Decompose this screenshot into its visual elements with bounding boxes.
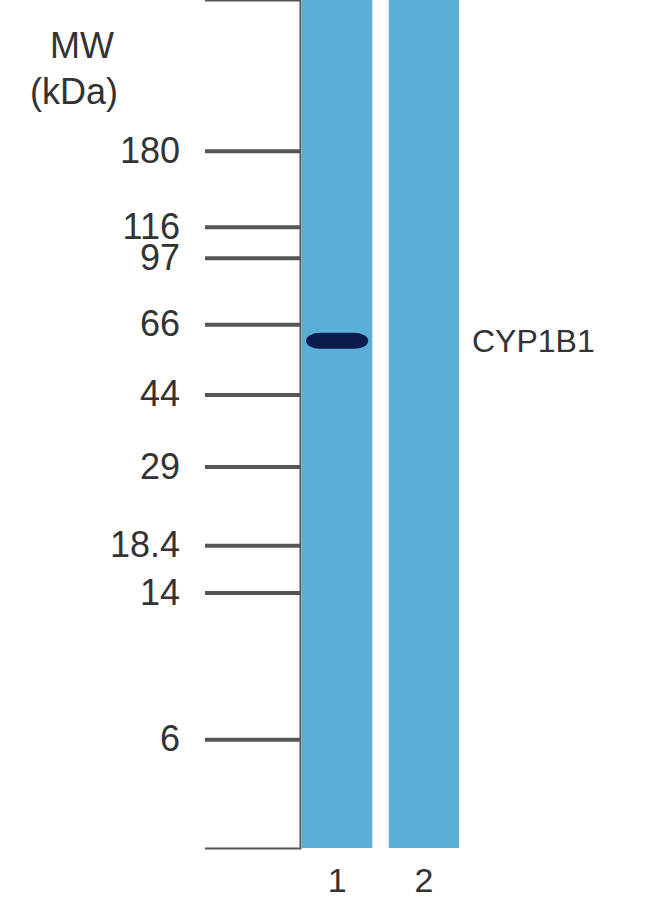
- y-label: MW (kDa): [30, 25, 118, 112]
- lane: [302, 0, 372, 848]
- tick: 14: [140, 572, 300, 613]
- tick-mark: [205, 149, 300, 153]
- tick: 66: [140, 303, 300, 344]
- tick-label: 29: [140, 446, 180, 487]
- tick-mark: [205, 323, 300, 327]
- y-axis: 1801169766442918.4146: [110, 1, 301, 849]
- tick: 97: [140, 237, 300, 278]
- figure: CYP1B11801169766442918.4146MW(kDa)12: [0, 0, 650, 915]
- axis-line: [205, 1, 301, 849]
- tick-mark: [205, 591, 300, 595]
- lane-label: 2: [414, 861, 433, 899]
- tick-mark: [205, 256, 300, 260]
- tick-mark: [205, 465, 300, 469]
- lane: [389, 0, 459, 848]
- tick-label: 6: [160, 718, 180, 759]
- x-axis: 12: [328, 861, 434, 899]
- tick: 1: [328, 861, 347, 899]
- tick-label: 66: [140, 303, 180, 344]
- tick: 180: [120, 130, 300, 171]
- tick-mark: [205, 544, 300, 548]
- band: [306, 333, 368, 349]
- tick-label: 44: [140, 373, 180, 414]
- tick: 29: [140, 446, 300, 487]
- tick-label: 97: [140, 237, 180, 278]
- bands: [306, 333, 368, 349]
- y-label-line: (kDa): [30, 71, 118, 112]
- lane-label: 1: [328, 861, 347, 899]
- tick-label: 180: [120, 130, 180, 171]
- tick: 6: [160, 718, 300, 759]
- tick-mark: [205, 225, 300, 229]
- tick-mark: [205, 393, 300, 397]
- tick-mark: [205, 738, 300, 742]
- tick-label: 18.4: [110, 524, 180, 565]
- lanes: [302, 0, 459, 848]
- tick: 44: [140, 373, 300, 414]
- tick: 18.4: [110, 524, 300, 565]
- band-label: CYP1B1: [472, 323, 595, 359]
- tick: 2: [414, 861, 433, 899]
- tick-label: 14: [140, 572, 180, 613]
- y-label-line: MW: [50, 25, 114, 66]
